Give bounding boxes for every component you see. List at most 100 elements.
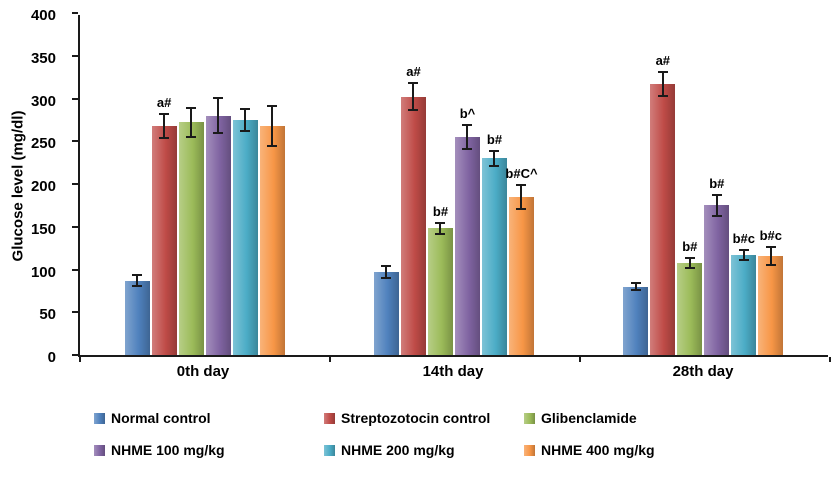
- y-tick-label: 250: [30, 135, 56, 153]
- y-tick-label: 50: [39, 306, 56, 324]
- legend-item-normal-control: Normal control: [94, 410, 324, 426]
- bar-slot: [205, 15, 231, 355]
- y-tick-label: 300: [30, 92, 56, 110]
- legend-item-nhme-100-mg-kg: NHME 100 mg/kg: [94, 442, 324, 458]
- bar-slot: a#: [151, 15, 177, 355]
- error-bar: [381, 265, 392, 279]
- error-bar: [213, 96, 224, 135]
- x-category-label-14th-day: 14th day: [422, 363, 484, 380]
- bar-slot: b#: [704, 15, 730, 355]
- y-tick-label: 0: [47, 349, 56, 366]
- bar-glibenclamide: [178, 122, 204, 355]
- bar-slot: [232, 15, 258, 355]
- bar-nhme-400-mg-kg: [508, 196, 534, 355]
- bar-normal-control: [373, 272, 399, 355]
- significance-label: b^: [459, 106, 476, 122]
- bar-slot: b#: [427, 15, 453, 355]
- error-bar: [159, 113, 170, 139]
- legend-swatch-icon: [324, 412, 335, 424]
- error-bar: [765, 245, 776, 267]
- bar-normal-control: [124, 280, 150, 355]
- x-tick-mark: [579, 357, 581, 362]
- legend-label: Glibenclamide: [541, 410, 637, 426]
- bar-slot: [124, 15, 150, 355]
- bar-nhme-100-mg-kg: [454, 136, 480, 355]
- y-tick-label: 150: [30, 220, 56, 238]
- legend-label: NHME 100 mg/kg: [111, 442, 225, 458]
- y-tick-label: 200: [30, 178, 56, 195]
- bar-slot: b#c: [758, 15, 784, 355]
- legend-label: Streptozotocin control: [341, 410, 491, 426]
- error-bar: [738, 248, 749, 261]
- significance-label: a#: [406, 64, 421, 80]
- bar-nhme-100-mg-kg: [704, 205, 730, 355]
- error-bar: [267, 104, 278, 148]
- error-bar: [516, 184, 527, 210]
- legend-item-nhme-400-mg-kg: NHME 400 mg/kg: [524, 442, 734, 458]
- significance-label: b#: [709, 176, 725, 192]
- bar-nhme-100-mg-kg: [205, 115, 231, 355]
- legend-swatch-icon: [324, 444, 335, 456]
- legend: Normal control Streptozotocin control Glib…: [94, 410, 734, 458]
- legend-label: Normal control: [111, 410, 211, 426]
- bar-slot: [259, 15, 285, 355]
- significance-label: b#c: [759, 227, 783, 243]
- significance-label: a#: [156, 95, 172, 111]
- legend-swatch-icon: [94, 444, 105, 456]
- plot-area: a# a# b# b^ b# b#C^ a# b# b# b#c b#c: [72, 12, 831, 362]
- bar-nhme-200-mg-kg: [481, 158, 507, 355]
- y-tick-mark: [72, 225, 78, 228]
- legend-swatch-icon: [524, 412, 535, 424]
- error-bar: [489, 149, 500, 168]
- error-bar: [684, 256, 695, 269]
- error-bar: [132, 273, 143, 288]
- bar-normal-control: [623, 286, 649, 355]
- bar-slot: [373, 15, 399, 355]
- y-tick-label: 350: [30, 49, 56, 67]
- error-bar: [240, 107, 251, 132]
- legend-label: NHME 200 mg/kg: [341, 442, 455, 458]
- bar-slot: b#C^: [505, 15, 538, 355]
- significance-label: a#: [655, 53, 671, 69]
- bar-nhme-200-mg-kg: [232, 119, 258, 355]
- bar-streptozotocin-control: [400, 96, 426, 355]
- y-tick-mark: [72, 140, 78, 143]
- bar-group-28th-day: a# b# b# b#c b#c: [579, 15, 828, 355]
- error-bar: [462, 124, 473, 150]
- x-tick-mark: [79, 357, 81, 362]
- legend-item-glibenclamide: Glibenclamide: [524, 410, 734, 426]
- x-tick-mark: [329, 357, 331, 362]
- bar-slot: b#: [481, 15, 507, 355]
- bar-slot: [623, 15, 649, 355]
- bar-glibenclamide: [427, 228, 453, 355]
- bar-slot: [178, 15, 204, 355]
- bar-nhme-400-mg-kg: [259, 125, 285, 355]
- legend-item-nhme-200-mg-kg: NHME 200 mg/kg: [324, 442, 524, 458]
- significance-label: b#: [432, 203, 449, 219]
- x-tick-mark: [829, 357, 831, 362]
- bar-slot: b#: [677, 15, 703, 355]
- bar-slot: b#c: [731, 15, 757, 355]
- legend-swatch-icon: [524, 444, 535, 456]
- significance-label: b#C^: [505, 166, 538, 181]
- y-tick-mark: [72, 54, 78, 57]
- bar-streptozotocin-control: [151, 125, 177, 355]
- error-bar: [435, 221, 446, 236]
- y-tick-label: 400: [30, 7, 56, 24]
- bar-slot: a#: [650, 15, 676, 355]
- y-tick-mark: [72, 97, 78, 100]
- error-bar: [630, 282, 641, 291]
- bar-group-14th-day: a# b# b^ b# b#C^: [329, 15, 578, 355]
- bar-group-0th-day: a#: [80, 15, 329, 355]
- y-tick-mark: [72, 12, 78, 14]
- bar-slot: a#: [400, 15, 426, 355]
- y-tick-mark: [72, 183, 78, 185]
- y-tick-mark: [72, 311, 78, 314]
- y-tick-mark: [72, 354, 78, 356]
- x-axis-labels: 0th day 14th day 28th day: [78, 363, 828, 380]
- y-axis-tick-labels: 0 50 100 150 200 250 300 350 400: [0, 7, 72, 366]
- significance-label: b#c: [732, 230, 756, 246]
- legend-label: NHME 400 mg/kg: [541, 442, 655, 458]
- bar-slot: b^: [454, 15, 480, 355]
